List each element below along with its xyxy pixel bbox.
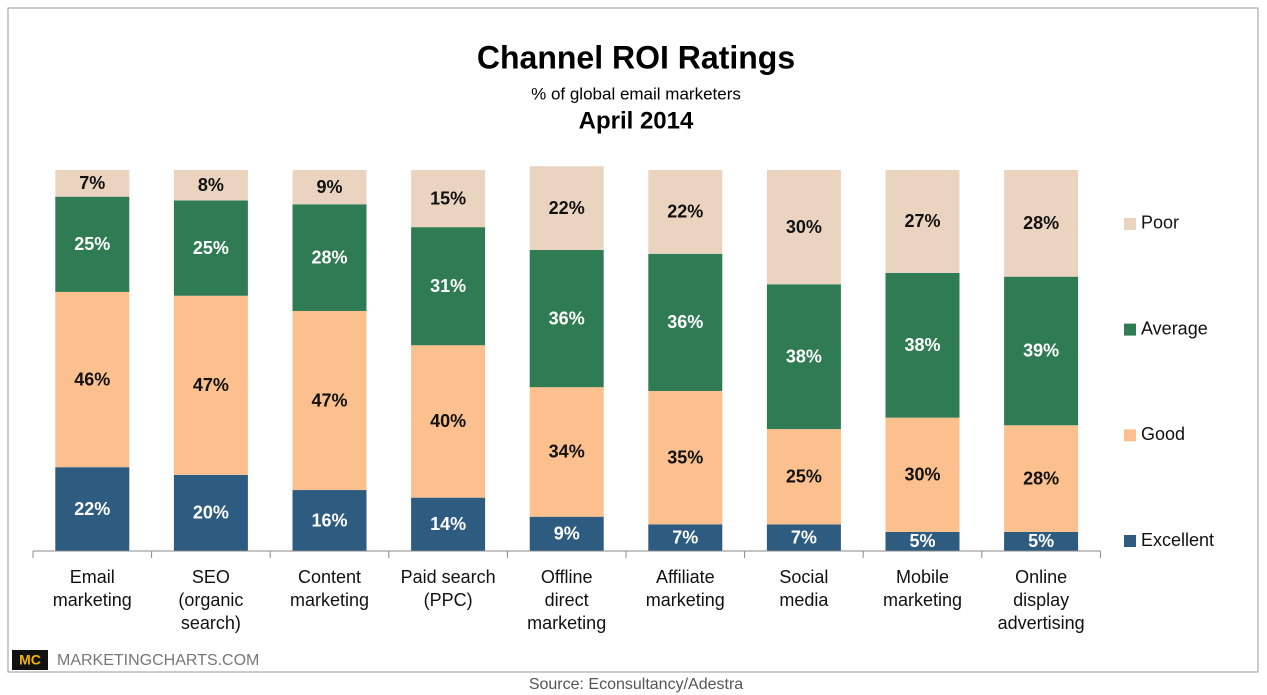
legend-label: Excellent (1141, 530, 1214, 550)
data-label: 46% (74, 369, 110, 389)
bar-segment (55, 196, 130, 292)
logo: MC (19, 652, 41, 668)
bar-segment (529, 250, 604, 388)
bar-segment (885, 272, 960, 418)
bar-segment (55, 291, 130, 468)
chart-date: April 2014 (579, 107, 694, 134)
bar-segment (1004, 170, 1079, 277)
x-tick-label: Mobile marketing (882, 567, 963, 610)
data-label: 22% (74, 499, 110, 519)
data-label: 30% (904, 465, 940, 485)
bar-segment (411, 170, 486, 228)
bar-segment (766, 524, 841, 551)
data-label: 36% (549, 308, 585, 328)
bar-segment (648, 170, 723, 254)
data-label: 27% (904, 211, 940, 231)
x-tick-label: Paid search (PPC) (400, 567, 496, 610)
bar-segment (648, 390, 723, 525)
bar-segment (529, 387, 604, 517)
data-label: 31% (430, 276, 466, 296)
legend-swatch (1124, 217, 1136, 230)
bar-segment (1004, 276, 1079, 426)
data-label: 34% (549, 442, 585, 462)
data-label: 28% (311, 247, 347, 267)
data-label: 39% (1023, 341, 1059, 361)
data-label: 47% (193, 375, 229, 395)
brand: MARKETINGCHARTS.COM (57, 652, 259, 669)
bar-segment (411, 497, 486, 551)
data-label: 9% (316, 177, 342, 197)
data-label: 15% (430, 188, 466, 208)
bar-segment (648, 253, 723, 391)
data-label: 7% (672, 527, 698, 547)
bar-segment (1004, 425, 1079, 532)
bar-segment (292, 490, 367, 551)
data-label: 36% (667, 312, 703, 332)
bar-segment (173, 295, 248, 475)
data-label: 8% (198, 175, 224, 195)
bar-segment (173, 200, 248, 296)
bar-segment (529, 516, 604, 551)
x-tick-label: Online display advertising (997, 567, 1085, 633)
x-tick-label: Affiliate marketing (645, 567, 725, 610)
bar-segment (766, 429, 841, 525)
logo-box (12, 650, 48, 670)
data-label: 14% (430, 514, 466, 534)
bar-segment (292, 310, 367, 491)
data-label: 40% (430, 411, 466, 431)
data-label: 25% (786, 466, 822, 486)
bar-segment (173, 170, 248, 201)
x-tick-label: SEO (organic search) (178, 567, 244, 633)
bar-segment (173, 474, 248, 551)
legend-label: Average (1141, 318, 1208, 338)
data-label: 16% (311, 510, 347, 530)
data-label: 7% (791, 527, 817, 547)
data-label: 38% (904, 335, 940, 355)
data-label: 9% (554, 524, 580, 544)
x-tick-label: Content marketing (289, 567, 370, 610)
legend-swatch (1124, 429, 1136, 442)
legend-swatch (1124, 535, 1136, 547)
data-label: 20% (193, 503, 229, 523)
legend-label: Poor (1141, 213, 1179, 233)
data-label: 5% (909, 531, 935, 551)
source: Source: Econsultancy/Adestra (529, 676, 743, 693)
legend-swatch (1124, 323, 1136, 336)
bar-segment (529, 166, 604, 251)
bar-segment (885, 170, 960, 273)
data-label: 25% (74, 234, 110, 254)
chart-subtitle: % of global email marketers (531, 84, 741, 103)
data-label: 25% (193, 238, 229, 258)
bar-segment (648, 524, 723, 551)
chart-title: Channel ROI Ratings (477, 39, 795, 75)
bar-segment (411, 227, 486, 346)
bar-segment (55, 170, 130, 197)
data-label: 22% (667, 202, 703, 222)
bar-segment (885, 417, 960, 532)
x-tick-label: Social media (779, 567, 829, 610)
bar-segment (292, 204, 367, 311)
bar-segment (292, 170, 367, 205)
data-label: 47% (311, 390, 347, 410)
data-label: 22% (549, 198, 585, 218)
x-tick-label: Offline direct marketing (527, 567, 607, 633)
data-label: 7% (79, 173, 105, 193)
bar-segment (766, 170, 841, 285)
data-label: 30% (786, 217, 822, 237)
bar-segment (885, 531, 960, 551)
data-label: 38% (786, 346, 822, 366)
x-tick-label: Email marketing (52, 567, 132, 610)
bar-segment (55, 467, 130, 551)
data-label: 28% (1023, 468, 1059, 488)
bar-segment (411, 345, 486, 498)
data-label: 28% (1023, 213, 1059, 233)
data-label: 5% (1028, 531, 1054, 551)
bar-segment (1004, 531, 1079, 551)
data-label: 35% (667, 447, 703, 467)
bar-segment (766, 284, 841, 430)
legend-label: Good (1141, 424, 1185, 444)
